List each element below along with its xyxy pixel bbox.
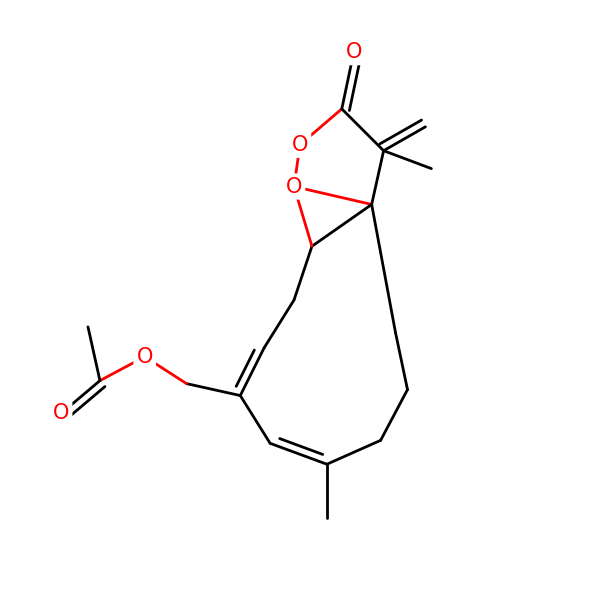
Text: O: O [292,135,308,155]
Text: O: O [286,176,302,197]
Text: O: O [346,42,362,62]
Text: O: O [137,347,153,367]
Text: O: O [53,403,69,424]
